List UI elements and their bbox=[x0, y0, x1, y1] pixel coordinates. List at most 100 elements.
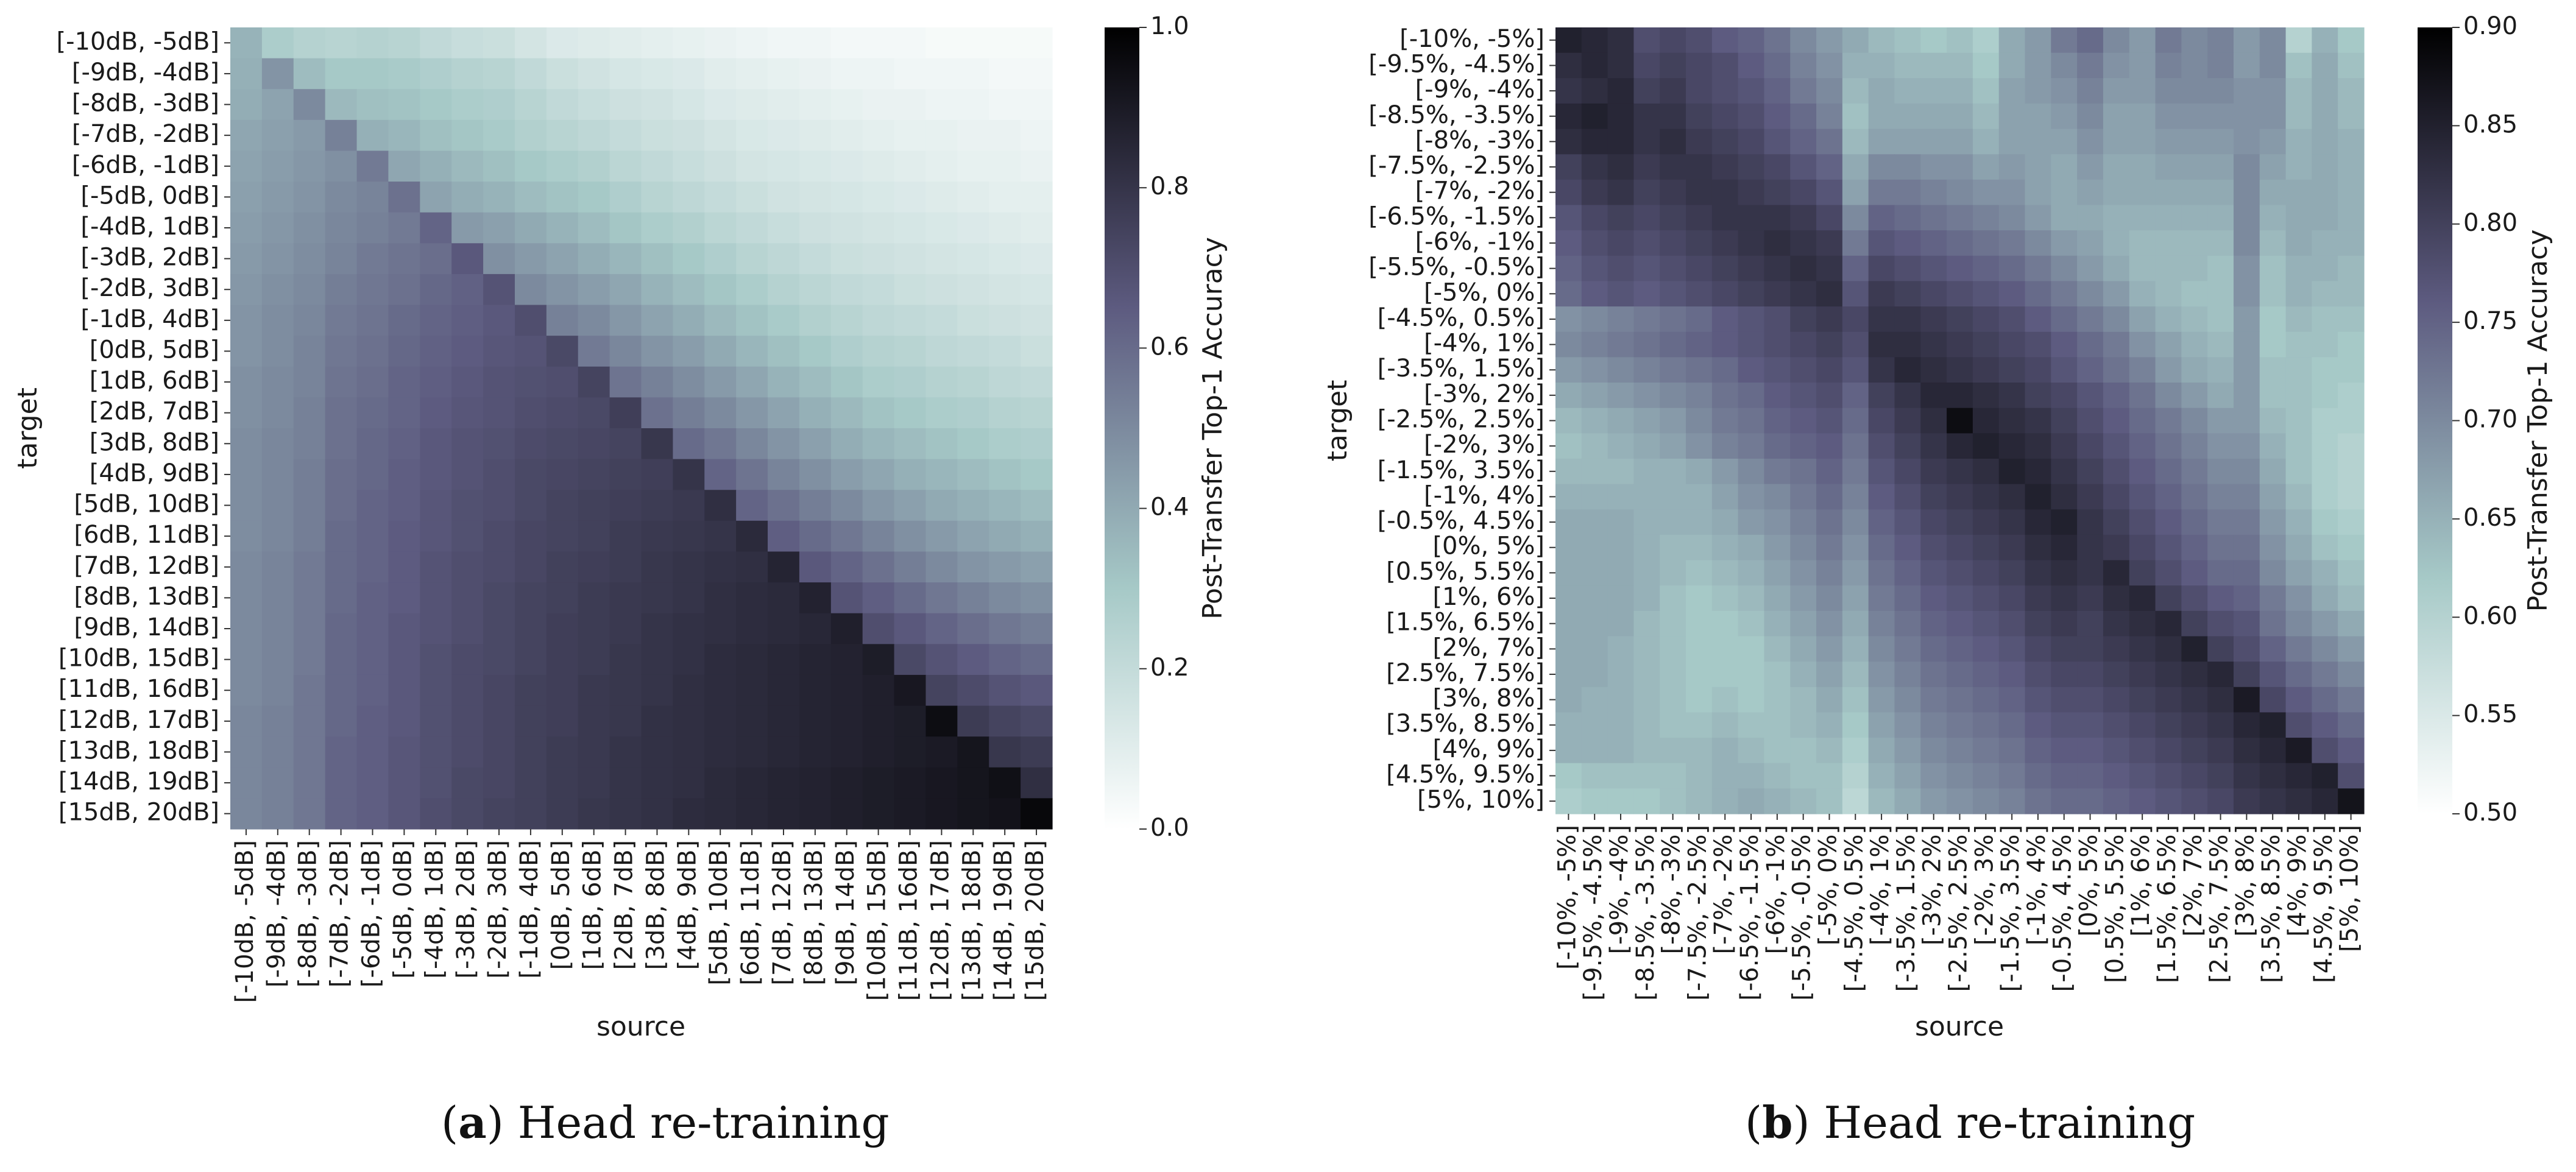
heatmap-cell bbox=[736, 582, 768, 614]
heatmap-cell bbox=[2233, 103, 2260, 130]
heatmap-cell bbox=[514, 520, 547, 552]
heatmap-cell bbox=[925, 212, 958, 244]
heatmap-cell bbox=[1581, 230, 1608, 256]
heatmap-cell bbox=[2129, 103, 2156, 130]
heatmap-cell bbox=[2051, 560, 2078, 586]
heatmap-cell bbox=[1607, 662, 1635, 688]
heatmap-cell bbox=[2103, 230, 2130, 256]
heatmap-cell bbox=[1607, 205, 1635, 231]
heatmap-cell bbox=[2338, 408, 2365, 434]
heatmap-cell bbox=[2103, 408, 2130, 434]
heatmap-cell bbox=[578, 397, 610, 429]
heatmap-cell bbox=[862, 551, 895, 583]
heatmap-cell bbox=[736, 150, 768, 182]
heatmap-cell bbox=[2312, 357, 2338, 383]
heatmap-cell bbox=[2129, 27, 2156, 54]
x-tick-label: [-4%, 1%] bbox=[1866, 825, 1894, 945]
heatmap-cell bbox=[641, 674, 673, 707]
heatmap-cell bbox=[1581, 738, 1608, 764]
heatmap-cell bbox=[1581, 788, 1608, 814]
heatmap-cell bbox=[356, 705, 389, 737]
heatmap-cell bbox=[2338, 712, 2365, 738]
heatmap-cell bbox=[957, 397, 989, 429]
heatmap-cell bbox=[356, 89, 389, 121]
heatmap-cell bbox=[1738, 610, 1765, 637]
heatmap-cell bbox=[2129, 560, 2156, 586]
heatmap-cell bbox=[925, 305, 958, 336]
heatmap-cell bbox=[1660, 687, 1686, 713]
heatmap-cell bbox=[704, 520, 737, 552]
heatmap-cell bbox=[1738, 534, 1765, 561]
heatmap-cell bbox=[2181, 458, 2208, 485]
heatmap-cell bbox=[1998, 484, 2026, 510]
heatmap-cell bbox=[578, 582, 610, 614]
heatmap-cell bbox=[957, 705, 989, 737]
heatmap-cell bbox=[2077, 255, 2104, 282]
heatmap-cell bbox=[2077, 585, 2104, 612]
heatmap-cell bbox=[1764, 712, 1791, 738]
heatmap-cell bbox=[1738, 788, 1765, 814]
heatmap-cell bbox=[1660, 458, 1686, 485]
heatmap-cell bbox=[1764, 788, 1791, 814]
heatmap-cell bbox=[1021, 150, 1053, 182]
heatmap-cell bbox=[894, 459, 927, 490]
heatmap-cell bbox=[1947, 281, 1973, 307]
heatmap-cell bbox=[514, 150, 547, 182]
heatmap-cell bbox=[1920, 154, 1947, 180]
heatmap-cell bbox=[673, 212, 705, 244]
heatmap-cell bbox=[989, 243, 1021, 275]
heatmap-cell bbox=[609, 89, 642, 121]
heatmap-cell bbox=[2259, 484, 2287, 510]
heatmap-cell bbox=[1947, 306, 1973, 333]
heatmap-cell bbox=[925, 705, 958, 737]
heatmap-cell bbox=[388, 182, 420, 213]
heatmap-cell bbox=[230, 336, 263, 367]
heatmap-cell bbox=[2233, 636, 2260, 662]
heatmap-cell bbox=[2233, 129, 2260, 155]
heatmap-cell bbox=[451, 705, 484, 737]
heatmap-cell bbox=[578, 428, 610, 460]
heatmap-cell bbox=[2207, 306, 2234, 333]
heatmap-cell bbox=[1920, 255, 1947, 282]
heatmap-cell bbox=[483, 705, 515, 737]
heatmap-cell bbox=[830, 119, 863, 152]
heatmap-cell bbox=[641, 58, 673, 90]
heatmap-cell bbox=[1555, 408, 1582, 434]
heatmap-cell bbox=[1633, 281, 1660, 307]
heatmap-cell bbox=[2155, 484, 2182, 510]
heatmap-cell bbox=[1842, 331, 1869, 358]
heatmap-cell bbox=[261, 520, 294, 552]
heatmap-cell bbox=[1686, 408, 1713, 434]
heatmap-cell bbox=[2077, 154, 2104, 180]
heatmap-cell bbox=[1738, 27, 1765, 54]
colorbar-tick-label: 0.8 bbox=[1150, 172, 1189, 200]
heatmap-cell bbox=[830, 58, 863, 90]
heatmap-cell bbox=[1894, 509, 1921, 535]
heatmap-cell bbox=[1920, 331, 1947, 358]
heatmap-cell bbox=[989, 644, 1021, 676]
heatmap-cell bbox=[2285, 129, 2312, 155]
heatmap-cell bbox=[356, 150, 389, 182]
heatmap-cell bbox=[1816, 738, 1843, 764]
heatmap-cell bbox=[2285, 154, 2312, 180]
heatmap-cell bbox=[325, 674, 358, 707]
heatmap-cell bbox=[1816, 687, 1843, 713]
heatmap-cell bbox=[2025, 763, 2051, 789]
heatmap-panel-b: [-10%, -5%][-9.5%, -4.5%][-9%, -4%][-8.5… bbox=[1322, 12, 2553, 1042]
heatmap-cell bbox=[1711, 433, 1739, 459]
heatmap-cell bbox=[1581, 458, 1608, 485]
y-tick-label: [1.5%, 6.5%] bbox=[1386, 609, 1545, 637]
heatmap-cell bbox=[546, 397, 579, 429]
heatmap-cell bbox=[768, 520, 800, 552]
heatmap-cell bbox=[2338, 357, 2365, 383]
heatmap-cell bbox=[2233, 52, 2260, 79]
heatmap-cell bbox=[546, 582, 579, 614]
heatmap-cell bbox=[514, 551, 547, 583]
heatmap-cell bbox=[799, 428, 832, 460]
heatmap-cell bbox=[2338, 230, 2365, 256]
heatmap-cell bbox=[325, 366, 358, 398]
heatmap-cell bbox=[1738, 560, 1765, 586]
heatmap-cell bbox=[894, 736, 927, 768]
heatmap-cell bbox=[1738, 585, 1765, 612]
y-tick-label: [-5.5%, -0.5%] bbox=[1368, 253, 1545, 281]
